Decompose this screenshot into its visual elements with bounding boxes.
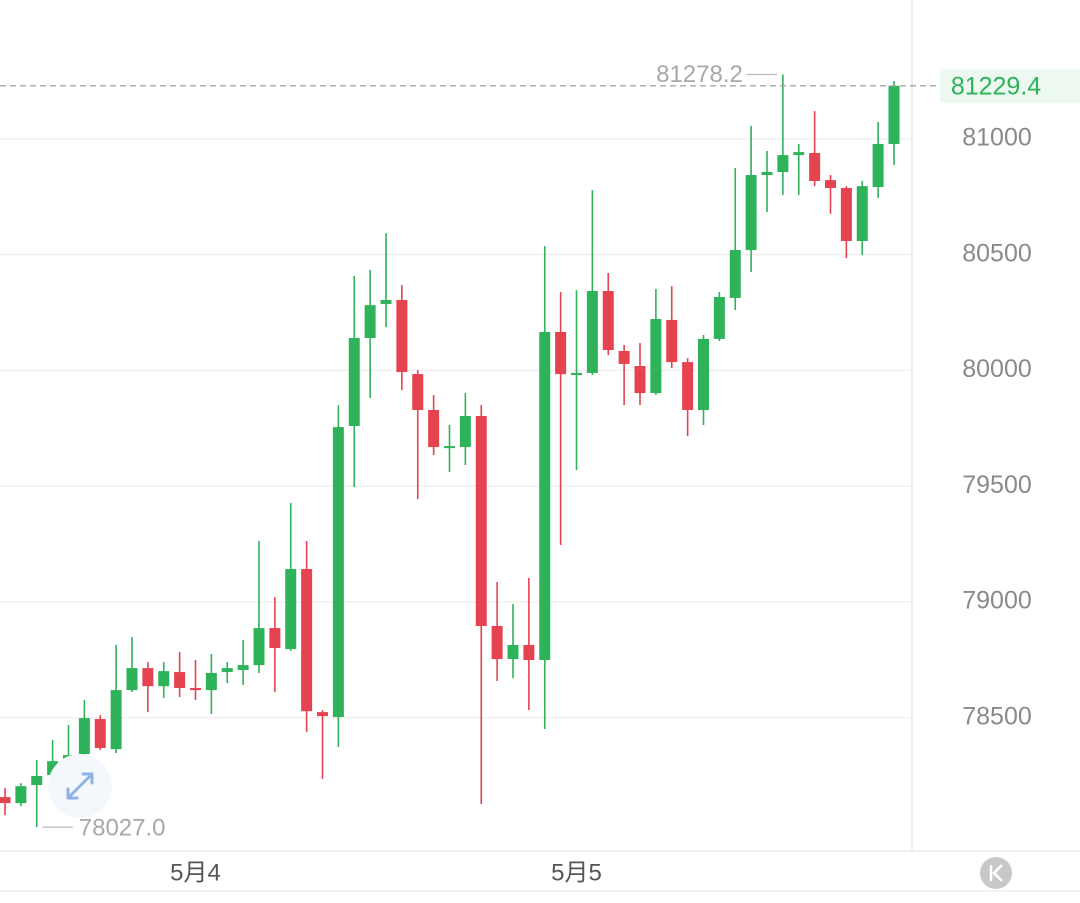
candle-body: [110, 690, 122, 750]
candle-body: [539, 331, 551, 661]
x-tick-label: 5月5: [551, 859, 602, 886]
candle-body: [809, 153, 821, 182]
candle-body: [380, 300, 392, 304]
candle-body: [94, 719, 106, 748]
candle-body: [190, 688, 201, 691]
expand-button[interactable]: [48, 754, 112, 818]
candle-body: [444, 446, 455, 449]
candle-body: [698, 338, 709, 410]
candle-body: [507, 644, 519, 660]
candle-body: [777, 155, 789, 173]
candle-body: [729, 250, 741, 298]
candle-body: [237, 665, 249, 670]
candle-body: [571, 372, 582, 376]
candle-body: [793, 152, 805, 156]
candle-body: [459, 416, 471, 448]
candle-body: [396, 300, 408, 373]
candle-body: [317, 712, 328, 717]
candle-body: [602, 290, 614, 351]
candle-body: [840, 187, 852, 241]
y-tick-label: 79500: [962, 471, 1032, 499]
candle-body: [142, 668, 154, 687]
candle-body: [412, 374, 424, 410]
candle-body: [618, 350, 630, 364]
candle-body: [428, 409, 440, 448]
candle-body: [332, 427, 344, 717]
candle-body: [650, 319, 662, 394]
candle-body: [0, 797, 11, 804]
y-tick-label: 78500: [962, 702, 1032, 730]
candle-body: [475, 416, 487, 626]
y-tick-label: 81000: [962, 124, 1032, 152]
candle-body: [634, 366, 646, 394]
last-price-label: 81229.4: [951, 72, 1041, 100]
y-tick-label: 80500: [962, 239, 1032, 267]
reset-button-bg: [980, 857, 1012, 889]
candle-body: [126, 668, 138, 691]
low-marker-label: 78027.0: [79, 814, 166, 841]
candle-body: [666, 319, 678, 363]
candle-body: [158, 671, 170, 687]
candle-body: [253, 628, 265, 666]
candle-body: [761, 172, 773, 176]
candle-body: [15, 786, 27, 804]
candle-body: [555, 331, 567, 375]
candle-body: [713, 297, 725, 339]
candle-body: [586, 290, 598, 373]
candle-body: [682, 362, 694, 410]
candle-body: [872, 143, 884, 188]
candle-body: [348, 337, 360, 426]
candle-body: [31, 775, 43, 786]
y-tick-label: 79000: [962, 587, 1032, 615]
candle-body: [47, 761, 59, 776]
expand-icon: [66, 772, 94, 800]
candle-body: [285, 569, 297, 650]
high-marker-label: 81278.2: [656, 61, 743, 88]
candle-body: [856, 186, 868, 241]
last-price-tag-bg: [940, 68, 1080, 103]
candle-body: [269, 628, 281, 648]
candle-body: [825, 180, 836, 188]
reset-icon: [989, 864, 1003, 882]
candle-body: [174, 672, 186, 689]
candle-body: [523, 644, 535, 661]
candle-body: [491, 625, 503, 660]
reset-button[interactable]: [980, 857, 1012, 889]
candle-body: [221, 668, 233, 673]
candle-body: [745, 175, 757, 251]
candle-body: [301, 569, 313, 712]
candle-body: [78, 718, 90, 755]
x-tick-label: 5月4: [170, 859, 221, 886]
candle-body: [888, 85, 900, 144]
y-tick-label: 80000: [962, 355, 1032, 383]
candle-body: [205, 672, 217, 691]
candle-body: [364, 305, 376, 338]
